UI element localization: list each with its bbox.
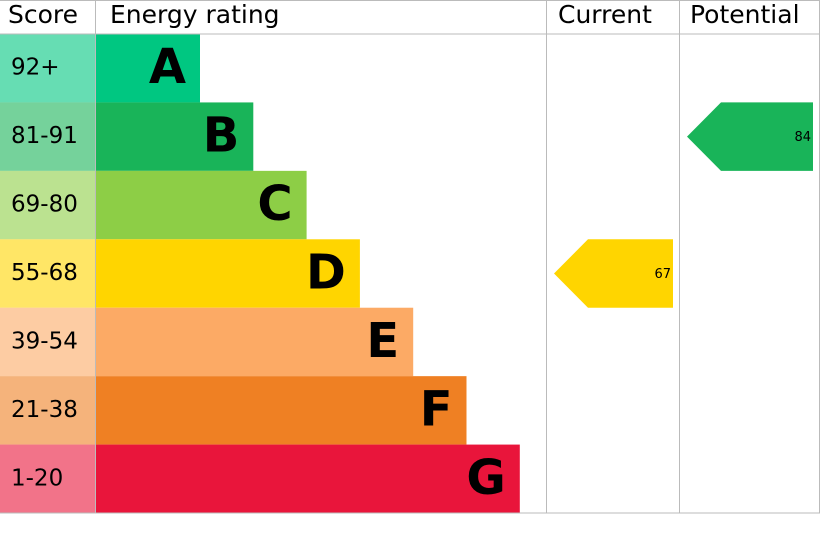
rating-bar — [96, 239, 360, 308]
rating-bar — [96, 102, 254, 171]
score-cell — [0, 376, 96, 445]
potential-arrow — [687, 102, 813, 171]
score-label: 1-20 — [11, 465, 63, 491]
rating-bar — [96, 170, 307, 240]
rating-bar — [96, 34, 200, 103]
score-cell — [0, 239, 96, 308]
rating-letter: E — [366, 313, 399, 369]
score-cell — [0, 307, 96, 377]
score-label: 21-38 — [11, 397, 78, 423]
score-cell — [0, 444, 96, 514]
score-label: 69-80 — [11, 192, 78, 218]
rating-letter: F — [420, 381, 453, 437]
score-label: 39-54 — [11, 328, 78, 354]
rating-letter: A — [149, 39, 186, 95]
score-cell — [0, 170, 96, 240]
current-value: 67 — [654, 267, 671, 282]
score-label: 55-68 — [11, 260, 78, 286]
column-header: Score — [8, 0, 78, 29]
score-cell — [0, 102, 96, 171]
rating-bar — [96, 307, 414, 377]
score-label: 92+ — [11, 55, 60, 81]
rating-letter: C — [257, 176, 292, 232]
rating-letter: B — [203, 108, 240, 164]
score-cell — [0, 34, 96, 103]
column-header: Potential — [690, 0, 800, 29]
rating-letter: D — [306, 245, 346, 301]
score-label: 81-91 — [11, 123, 78, 149]
rating-bar — [96, 376, 467, 445]
rating-letter: G — [466, 450, 505, 506]
column-header: Current — [558, 0, 652, 29]
potential-value: 84 — [794, 130, 811, 145]
column-header: Energy rating — [110, 0, 280, 29]
rating-bar — [96, 444, 520, 514]
current-arrow — [554, 239, 673, 308]
